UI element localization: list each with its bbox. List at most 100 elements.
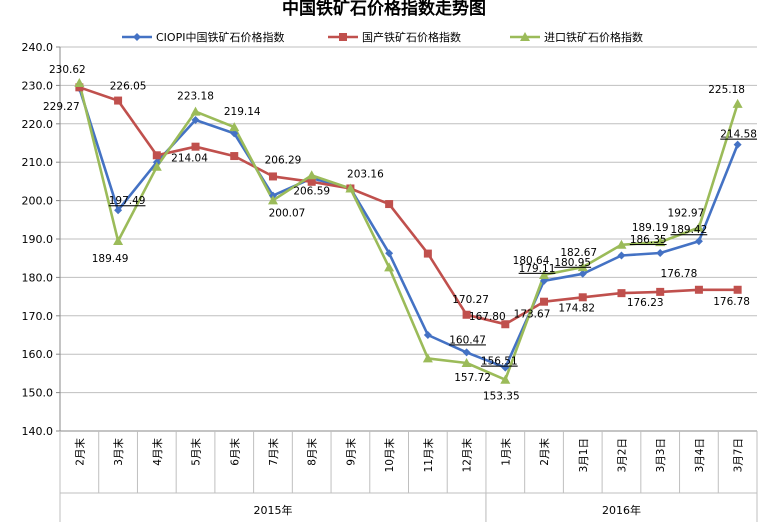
x-tick-label: 6月末 [228,438,241,466]
data-point [152,151,161,160]
data-point [345,183,356,193]
chart-title: 中国铁矿石价格指数走势图 [282,0,486,19]
y-tick-label: 150.0 [22,387,54,400]
year-group-label: 2015年 [253,503,292,517]
data-point [151,161,162,171]
x-tick-label: 5月末 [190,438,203,466]
data-point [267,195,278,205]
data-point [616,239,627,249]
data-point [500,374,511,384]
data-label: 189.42 [671,224,708,236]
x-tick-label: 12月末 [461,438,474,473]
data-point [385,249,394,258]
data-point [733,285,742,294]
data-label: 206.59 [293,185,330,197]
data-point [461,357,472,367]
data-label: 182.67 [560,247,597,259]
data-point [520,32,530,41]
data-point [114,96,123,105]
data-point [422,353,433,363]
x-tick-label: 11月末 [422,438,435,473]
x-tick-label: 7月末 [267,438,280,466]
series-line [78,82,739,382]
data-point [462,348,471,357]
data-point [617,251,626,260]
data-point [74,78,85,88]
x-tick-label: 3月4日 [694,438,706,472]
data-point [306,170,317,180]
data-point [539,269,550,279]
x-tick-label: 2月末 [538,438,551,466]
data-point [423,249,432,258]
y-axis: 140.0 150.0 160.0 170.0 180.0 190.0 200.0 210.0… [22,41,61,438]
data-point [133,33,141,41]
data-point [384,262,395,272]
data-label: 176.23 [627,297,664,309]
data-point [230,152,239,161]
data-label: 173.67 [514,309,551,321]
legend: CIOPI中国铁矿石价格指数 国产铁矿石价格指数 进口铁矿石价格指数 [122,30,643,44]
data-point [578,269,587,278]
data-point [75,83,84,92]
data-label: 230.62 [49,64,86,76]
data-label: 223.18 [177,91,214,103]
data-label: 170.27 [452,294,489,306]
x-axis: 2月末 3月末 4月末 5月末 6月末 7月末 8月末 9月末 10月末 11月末 12月末 1月末 2… [59,430,758,522]
y-tick-label: 240.0 [22,41,54,54]
data-point [191,142,200,151]
data-label: 214.04 [171,153,208,165]
data-label: 189.49 [92,253,129,265]
legend-label: CIOPI中国铁矿石价格指数 [156,30,284,44]
series-line [78,87,739,369]
data-point [191,115,200,124]
data-label: 176.78 [661,268,698,280]
legend-label: 进口铁矿石价格指数 [544,30,643,44]
data-label: 229.27 [43,101,80,113]
data-point [501,320,510,329]
gridlines [60,46,757,394]
x-tick-label: 4月末 [151,438,164,466]
data-point [268,172,277,181]
data-label: 174.82 [558,302,595,314]
data-label: 203.16 [347,168,384,180]
data-label: 226.05 [110,81,147,93]
data-point [655,237,666,247]
data-label: 214.58 [720,129,757,141]
data-label: 219.14 [224,106,261,118]
data-label: 160.47 [449,334,486,346]
data-point [113,235,124,245]
data-point [540,297,549,306]
data-point [693,222,704,232]
y-tick-label: 190.0 [22,233,54,246]
data-point [501,363,510,372]
x-tick-label: 8月末 [306,438,319,466]
data-label: 180.95 [554,257,591,269]
data-label: 157.72 [454,372,491,384]
series-line [78,86,738,326]
data-point [114,206,123,215]
data-point [339,33,347,41]
y-tick-label: 180.0 [22,271,54,284]
data-point [190,106,201,116]
data-point [578,293,587,302]
data-label: 225.18 [708,84,745,96]
y-tick-label: 160.0 [22,348,54,361]
data-point [385,200,394,209]
data-label: 189.19 [632,222,669,234]
x-tick-label: 3月末 [112,438,125,466]
data-point [694,237,703,246]
data-point [656,249,665,258]
data-label: 153.35 [483,391,520,403]
x-tick-label: 3月3日 [655,438,667,472]
data-label: 156.51 [481,356,518,368]
data-label: 192.97 [668,208,705,220]
data-label: 179.11 [519,263,556,275]
x-tick-label: 1月末 [499,438,512,466]
x-tick-label: 3月2日 [616,438,628,472]
data-point [307,177,316,186]
series-lines [74,78,743,384]
data-label: 197.49 [109,195,146,207]
x-tick-label: 10月末 [383,438,396,473]
year-group-label: 2016年 [602,503,641,517]
data-label: 167.80 [469,311,506,323]
